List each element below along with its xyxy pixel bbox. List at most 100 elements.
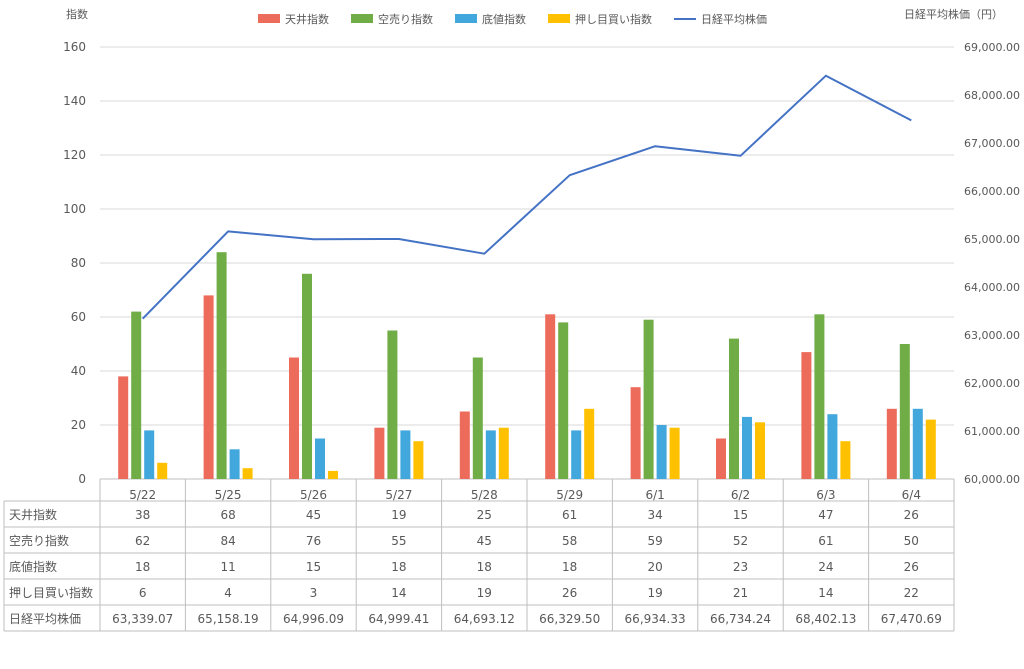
table-row-label: 空売り指数 xyxy=(9,533,69,548)
table-cell: 24 xyxy=(818,560,833,574)
legend-swatch xyxy=(455,14,477,23)
right-tick-label: 61,000.00 xyxy=(964,425,1020,438)
bar-series xyxy=(118,252,936,479)
table-cell: 64,693.12 xyxy=(454,612,515,626)
bar-天井指数 xyxy=(289,357,299,479)
table-cell: 61 xyxy=(562,508,577,522)
category-label: 6/4 xyxy=(902,488,921,502)
bar-空売り指数 xyxy=(387,330,398,479)
table-cell: 18 xyxy=(391,560,406,574)
bar-押し目買い指数 xyxy=(584,408,595,479)
table-cell: 45 xyxy=(306,508,321,522)
table-cell: 15 xyxy=(733,508,748,522)
left-axis: 0 20 40 60 80 100 120 140 160 xyxy=(63,40,86,486)
table-cell: 26 xyxy=(904,560,919,574)
legend-swatch xyxy=(351,14,373,23)
bar-押し目買い指数 xyxy=(328,470,338,479)
legend: 天井指数 空売り指数 底値指数 押し目買い指数 日経平均株価 xyxy=(258,12,767,26)
category-label: 6/2 xyxy=(731,488,750,502)
bar-天井指数 xyxy=(801,352,812,479)
table-cell: 4 xyxy=(224,586,232,600)
table-cell: 58 xyxy=(562,534,577,548)
table-cell: 61 xyxy=(818,534,833,548)
table-cell: 68 xyxy=(220,508,235,522)
bar-天井指数 xyxy=(459,411,470,479)
table-cell: 62 xyxy=(135,534,150,548)
legend-label: 空売り指数 xyxy=(378,12,433,26)
table-cell: 55 xyxy=(391,534,406,548)
bar-底値指数 xyxy=(571,430,582,479)
left-tick-label: 140 xyxy=(63,94,86,108)
table-cell: 21 xyxy=(733,586,748,600)
table-cell: 76 xyxy=(306,534,321,548)
legend-label: 天井指数 xyxy=(285,12,329,26)
right-tick-label: 68,000.00 xyxy=(964,89,1020,102)
bar-押し目買い指数 xyxy=(413,441,424,479)
legend-label: 底値指数 xyxy=(482,12,526,26)
table-cell: 50 xyxy=(904,534,919,548)
bar-底値指数 xyxy=(742,416,752,479)
right-tick-label: 60,000.00 xyxy=(964,473,1020,486)
legend-swatch xyxy=(548,14,570,23)
category-label: 5/29 xyxy=(556,488,583,502)
bar-空売り指数 xyxy=(558,322,569,479)
left-tick-label: 60 xyxy=(71,310,86,324)
table-cell: 67,470.69 xyxy=(881,612,942,626)
table-cell: 66,329.50 xyxy=(539,612,600,626)
bar-押し目買い指数 xyxy=(498,427,509,479)
table-cell: 64,996.09 xyxy=(283,612,344,626)
legend-label: 押し目買い指数 xyxy=(575,12,652,26)
table-cell: 52 xyxy=(733,534,748,548)
left-axis-title: 指数 xyxy=(66,7,88,21)
bar-底値指数 xyxy=(485,430,496,479)
table-cell: 47 xyxy=(818,508,833,522)
data-table: 5/22 5/25 5/26 5/27 5/28 5/29 6/1 6/2 6/3 6/4 天井指数… xyxy=(3,479,955,632)
bar-押し目買い指数 xyxy=(157,462,168,479)
table-cell: 6 xyxy=(139,586,147,600)
category-label: 6/3 xyxy=(816,488,835,502)
category-label: 5/27 xyxy=(385,488,412,502)
table-cell: 68,402.13 xyxy=(795,612,856,626)
bar-天井指数 xyxy=(374,427,385,479)
right-tick-label: 63,000.00 xyxy=(964,329,1020,342)
table-cell: 26 xyxy=(562,586,577,600)
table-cell: 20 xyxy=(647,560,662,574)
category-label: 5/25 xyxy=(215,488,242,502)
table-cell: 26 xyxy=(904,508,919,522)
table-cell: 18 xyxy=(562,560,577,574)
bar-天井指数 xyxy=(630,387,641,479)
table-cell: 66,734.24 xyxy=(710,612,771,626)
category-label: 5/26 xyxy=(300,488,327,502)
table-cell: 19 xyxy=(391,508,406,522)
table-cell: 45 xyxy=(477,534,492,548)
left-tick-label: 0 xyxy=(78,472,86,486)
right-axis: 60,000.00 61,000.00 62,000.00 63,000.00 64,0… xyxy=(964,41,1020,486)
bar-底値指数 xyxy=(144,430,155,479)
table-cell: 63,339.07 xyxy=(112,612,173,626)
line-series xyxy=(141,74,912,320)
table-cell: 15 xyxy=(306,560,321,574)
table-row-label: 天井指数 xyxy=(9,507,57,522)
table-cell: 65,158.19 xyxy=(198,612,259,626)
table-cell: 3 xyxy=(310,586,318,600)
bar-底値指数 xyxy=(315,438,325,479)
table-row-label: 日経平均株価 xyxy=(9,611,81,626)
table-cell: 19 xyxy=(647,586,662,600)
bar-天井指数 xyxy=(886,408,897,479)
table-cell: 18 xyxy=(477,560,492,574)
table-row-label: 底値指数 xyxy=(9,559,57,574)
bar-底値指数 xyxy=(912,408,923,479)
bar-空売り指数 xyxy=(729,338,739,479)
category-label: 5/28 xyxy=(471,488,498,502)
left-tick-label: 100 xyxy=(63,202,86,216)
right-tick-label: 69,000.00 xyxy=(964,41,1020,54)
bar-天井指数 xyxy=(118,376,129,479)
bar-天井指数 xyxy=(545,314,556,479)
table-cell: 84 xyxy=(220,534,235,548)
bar-天井指数 xyxy=(716,438,726,479)
bar-空売り指数 xyxy=(302,273,312,479)
category-label: 6/1 xyxy=(645,488,664,502)
bar-押し目買い指数 xyxy=(925,419,936,479)
left-tick-label: 120 xyxy=(63,148,86,162)
